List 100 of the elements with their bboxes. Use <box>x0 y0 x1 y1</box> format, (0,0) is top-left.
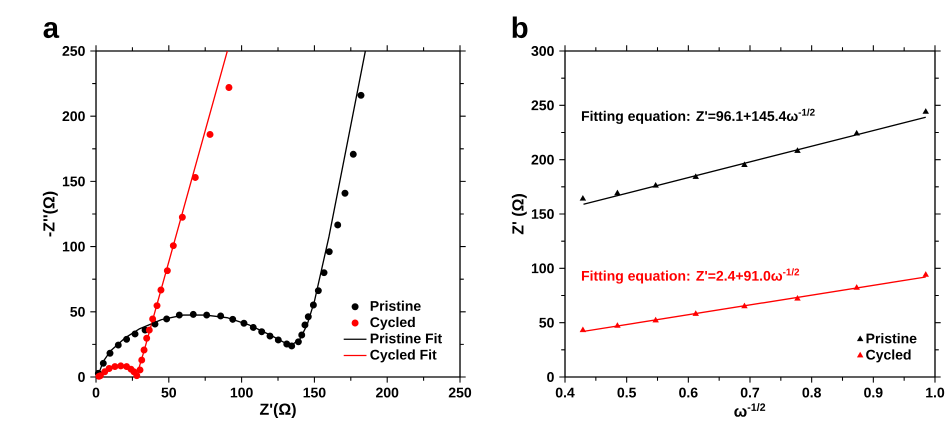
point <box>320 269 328 276</box>
point <box>652 317 659 322</box>
x-tick-label: 0 <box>92 388 100 398</box>
y-tick-label: 50 <box>539 318 554 328</box>
y-tick-label: 300 <box>531 46 554 56</box>
legend-label: Pristine <box>370 300 421 311</box>
point <box>164 267 171 274</box>
point <box>301 321 308 328</box>
point <box>614 190 620 196</box>
chart-title: b <box>512 16 528 38</box>
point <box>117 362 124 370</box>
x-tick-label: 0.7 <box>740 388 760 398</box>
point <box>114 342 122 349</box>
point <box>922 108 929 114</box>
point <box>258 328 266 336</box>
point <box>854 130 860 136</box>
x-tick-label: 150 <box>304 388 326 398</box>
y-tick-label: 200 <box>62 111 85 122</box>
point <box>229 316 236 323</box>
point <box>250 324 257 331</box>
point <box>854 284 860 290</box>
point <box>274 336 282 344</box>
point <box>326 248 333 256</box>
point <box>310 302 317 308</box>
x-tick-label: 200 <box>376 388 398 398</box>
point <box>350 150 357 158</box>
point <box>111 363 118 370</box>
point <box>106 365 113 372</box>
point <box>133 372 140 380</box>
point <box>123 336 130 343</box>
point <box>922 271 929 277</box>
point <box>143 334 150 342</box>
x-axis-title: ω$^{-1/2}$ <box>734 403 766 417</box>
point <box>652 182 659 188</box>
y-tick-label: 150 <box>62 176 85 186</box>
point <box>741 302 748 308</box>
point <box>157 286 164 294</box>
point <box>580 326 586 332</box>
point <box>692 310 699 316</box>
point <box>170 242 177 250</box>
y-tick-label: 0 <box>547 372 554 382</box>
point <box>741 162 748 167</box>
point <box>154 302 160 310</box>
y-tick-label: 200 <box>532 154 554 165</box>
legend-label: Cycled <box>866 349 911 362</box>
point <box>106 350 114 357</box>
legend-label: Cycled Fit <box>370 349 437 362</box>
point <box>298 332 306 338</box>
point <box>580 195 586 201</box>
point <box>152 320 158 328</box>
legend-label: Pristine Fit <box>370 333 442 344</box>
point <box>692 174 699 179</box>
legend-label: Cycled <box>370 316 415 330</box>
x-tick-label: 0.6 <box>679 388 698 398</box>
y-tick-label: 150 <box>532 209 554 219</box>
point <box>217 312 224 320</box>
point <box>203 312 210 319</box>
point <box>342 190 348 197</box>
point <box>794 295 801 301</box>
point <box>794 147 801 153</box>
y-tick-label: 100 <box>62 242 85 252</box>
point <box>132 330 138 338</box>
x-tick-label: 250 <box>448 388 472 398</box>
point <box>140 346 148 354</box>
point <box>294 338 302 346</box>
x-tick-label: 0.5 <box>617 388 636 398</box>
point <box>206 130 214 138</box>
x-tick-label: 0.9 <box>864 388 883 398</box>
y-axis-title: Z' (Ω) <box>512 194 527 234</box>
point <box>304 313 312 320</box>
point <box>163 315 170 322</box>
point <box>138 356 146 364</box>
point <box>149 315 156 322</box>
x-tick-label: 0.4 <box>556 388 575 398</box>
y-tick-label: 100 <box>532 263 554 274</box>
point <box>225 84 232 91</box>
x-tick-label: 50 <box>161 388 176 398</box>
chart-title: a <box>44 22 60 38</box>
point <box>146 326 153 334</box>
x-tick-label: 1.0 <box>926 388 944 398</box>
point <box>358 92 364 99</box>
point <box>240 320 248 327</box>
point <box>192 174 199 181</box>
y-tick-label: 0 <box>78 372 85 382</box>
point <box>266 332 274 340</box>
point <box>136 366 144 374</box>
x-tick-label: 0.8 <box>802 388 821 398</box>
point <box>314 287 322 294</box>
x-axis-title: Z'(Ω) <box>260 403 296 418</box>
point <box>334 221 342 228</box>
y-axis-title: -Z''(Ω) <box>42 192 58 236</box>
point <box>100 360 107 367</box>
y-tick-label: 250 <box>532 100 554 110</box>
y-tick-label: 250 <box>62 46 85 56</box>
point <box>178 214 186 221</box>
point <box>288 342 296 350</box>
point <box>176 312 183 319</box>
annotation: Fitting equation: Z'=2.4+91.0ω$^{-1/2}$ <box>582 268 800 284</box>
annotation: Fitting equation: Z'=96.1+145.4ω$^{-1/2}$ <box>582 108 815 124</box>
legend-label: Pristine <box>866 333 916 344</box>
